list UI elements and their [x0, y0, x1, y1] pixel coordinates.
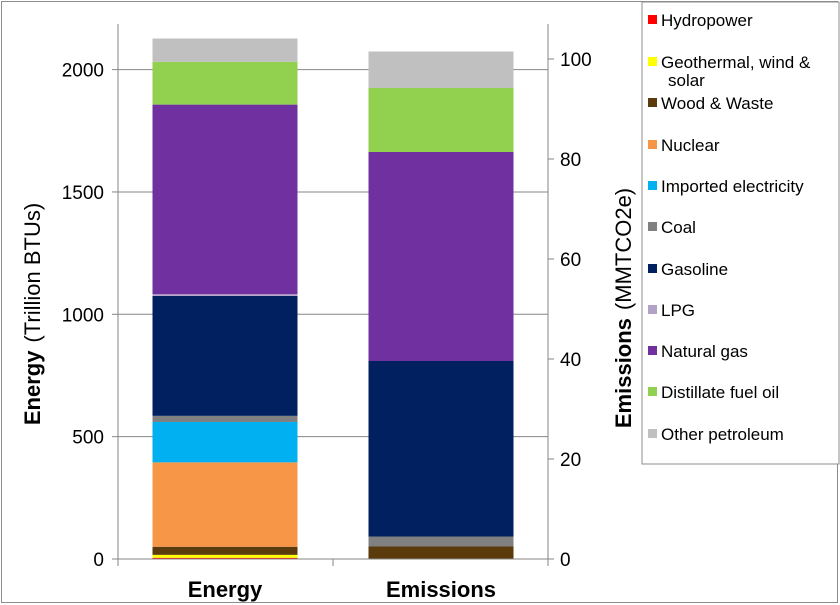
- left-axis-title-bold: Energy: [20, 350, 45, 425]
- bar-emissions-coal: [368, 536, 514, 547]
- legend-swatch-wood-waste: [648, 98, 657, 107]
- category-label-emissions: Emissions: [386, 577, 496, 602]
- right-tick-label: 80: [560, 150, 581, 171]
- legend-swatch-hydropower: [648, 15, 657, 24]
- bar-energy-coal: [152, 415, 298, 422]
- legend: Hydropower Geothermal, wind & solar Wood & …: [641, 1, 840, 465]
- legend-label-nuclear: Nuclear: [661, 136, 720, 155]
- legend-label-gasoline: Gasoline: [661, 260, 728, 279]
- left-axis-title-unit: (Trillion BTUs): [20, 203, 45, 343]
- legend-label-lpg: LPG: [661, 301, 695, 320]
- bar-energy-distillate-fuel-oil: [152, 61, 298, 105]
- legend-box: [641, 1, 840, 465]
- bar-stacks: [152, 38, 514, 559]
- legend-swatch-nuclear: [648, 140, 657, 149]
- right-axis-title: Emissions (MMTCO2e): [611, 188, 636, 428]
- bar-emissions-gasoline: [368, 361, 514, 537]
- bar-energy-other-petroleum: [152, 38, 298, 62]
- left-tick-label: 500: [72, 428, 104, 449]
- bar-energy-natural-gas: [152, 104, 298, 295]
- legend-swatch-natural-gas: [648, 346, 657, 355]
- legend-label-coal: Coal: [661, 218, 696, 237]
- left-tick-label: 2000: [62, 61, 104, 82]
- legend-swatch-other-petroleum: [648, 429, 657, 438]
- legend-label-hydropower: Hydropower: [661, 11, 753, 30]
- left-axis-title: Energy (Trillion BTUs): [20, 203, 45, 425]
- right-tick-label: 20: [560, 450, 581, 471]
- category-label-energy: Energy: [188, 577, 263, 602]
- legend-label-geothermal-wind-solar: Geothermal, wind & solar: [661, 53, 811, 90]
- left-tick-label: 1500: [62, 183, 104, 204]
- legend-label-other-petroleum: Other petroleum: [661, 425, 784, 444]
- right-tick-label: 100: [560, 50, 592, 71]
- left-tick-labels: 0 500 1000 1500 2000: [62, 61, 104, 571]
- legend-swatch-gasoline: [648, 264, 657, 273]
- bar-energy-nuclear: [152, 462, 298, 547]
- legend-swatch-distillate-fuel-oil: [648, 387, 657, 396]
- right-tick-label: 0: [560, 550, 571, 571]
- bar-energy-wood-waste: [152, 546, 298, 555]
- axes: [112, 24, 554, 566]
- bar-energy-gasoline: [152, 295, 298, 416]
- bar-energy-hydropower: [152, 557, 298, 559]
- bar-energy-lpg: [152, 294, 298, 296]
- right-tick-label: 40: [560, 350, 581, 371]
- right-tick-label: 60: [560, 250, 581, 271]
- legend-label-imported-electricity: Imported electricity: [661, 177, 804, 196]
- legend-swatch-coal: [648, 222, 657, 231]
- legend-label-natural-gas: Natural gas: [661, 342, 748, 361]
- bar-emissions-natural-gas: [368, 152, 514, 361]
- legend-label-wood-waste: Wood & Waste: [661, 94, 773, 113]
- category-labels: Energy Emissions: [188, 577, 496, 602]
- legend-swatch-imported-electricity: [648, 181, 657, 190]
- bar-energy-imported-electricity: [152, 421, 298, 463]
- left-tick-label: 1000: [62, 305, 104, 326]
- right-tick-labels: 0 20 40 60 80 100: [560, 50, 592, 571]
- bar-emissions-distillate-fuel-oil: [368, 88, 514, 152]
- legend-label-distillate-fuel-oil: Distillate fuel oil: [661, 383, 779, 402]
- bar-emissions-other-petroleum: [368, 51, 514, 88]
- bar-emissions-wood-waste: [368, 546, 514, 559]
- legend-swatch-lpg: [648, 305, 657, 314]
- bar-energy-geothermal-wind-solar: [152, 554, 298, 558]
- right-axis-title-bold: Emissions: [611, 318, 636, 428]
- right-axis-title-unit: (MMTCO2e): [611, 188, 636, 310]
- legend-swatch-geothermal-wind-solar: [648, 57, 657, 66]
- left-tick-label: 0: [93, 550, 104, 571]
